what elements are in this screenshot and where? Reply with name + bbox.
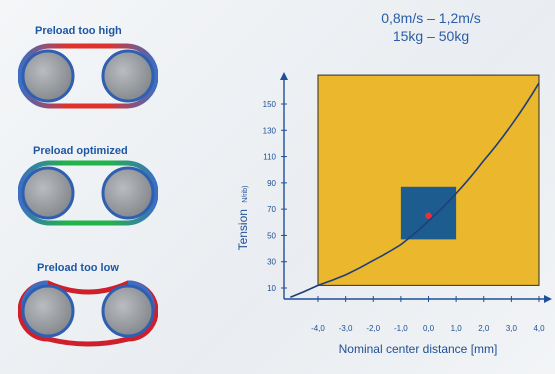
x-tick-label: 0,0: [423, 324, 435, 333]
preload-too-high-label: Preload too high: [35, 25, 122, 37]
y-axis-label: Tension N/rib): [236, 186, 250, 251]
tension-curve: [290, 82, 540, 298]
pulley-left: [21, 49, 75, 103]
pulley-right: [101, 284, 155, 338]
pulley-left: [21, 284, 75, 338]
x-tick-label: -1,0: [394, 324, 408, 333]
y-tick-label: 70: [267, 205, 276, 214]
x-tick-label: -4,0: [311, 324, 325, 333]
speed-range-text: 0,8m/s – 1,2m/s: [381, 10, 481, 26]
y-tick-label: 150: [263, 100, 277, 109]
x-tick-label: -3,0: [339, 324, 353, 333]
x-axis-label: Nominal center distance [mm]: [339, 342, 498, 356]
y-tick-label: 10: [267, 284, 276, 293]
y-tick-label: 90: [267, 179, 276, 188]
preload-optimized-label: Preload optimized: [33, 145, 128, 157]
belt: [18, 280, 158, 347]
y-tick-label: 130: [263, 126, 277, 135]
belt: [18, 160, 158, 226]
acceptable-region: [317, 74, 540, 286]
preload-too-high-illustration: [18, 43, 158, 109]
pulley-right: [101, 166, 155, 220]
y-axis-arrow: [280, 72, 288, 80]
belt: [18, 43, 158, 109]
preload-optimized-illustration: [18, 160, 158, 226]
x-tick-label: 3,0: [506, 324, 518, 333]
x-tick-label: -2,0: [366, 324, 380, 333]
y-tick-label: 30: [267, 258, 276, 267]
x-tick-label: 1,0: [451, 324, 463, 333]
preload-too-low-label: Preload too low: [37, 262, 119, 274]
operating-point: [425, 212, 432, 219]
mass-range-text: 15kg – 50kg: [392, 28, 470, 44]
x-tick-label: 4,0: [533, 324, 545, 333]
pulley-left: [21, 166, 75, 220]
y-tick-label: 50: [267, 231, 276, 240]
preload-too-low-illustration: [18, 280, 158, 347]
x-axis-arrow: [544, 295, 552, 303]
x-tick-label: 2,0: [478, 324, 490, 333]
y-tick-label: 110: [263, 153, 276, 162]
pulley-right: [101, 49, 155, 103]
